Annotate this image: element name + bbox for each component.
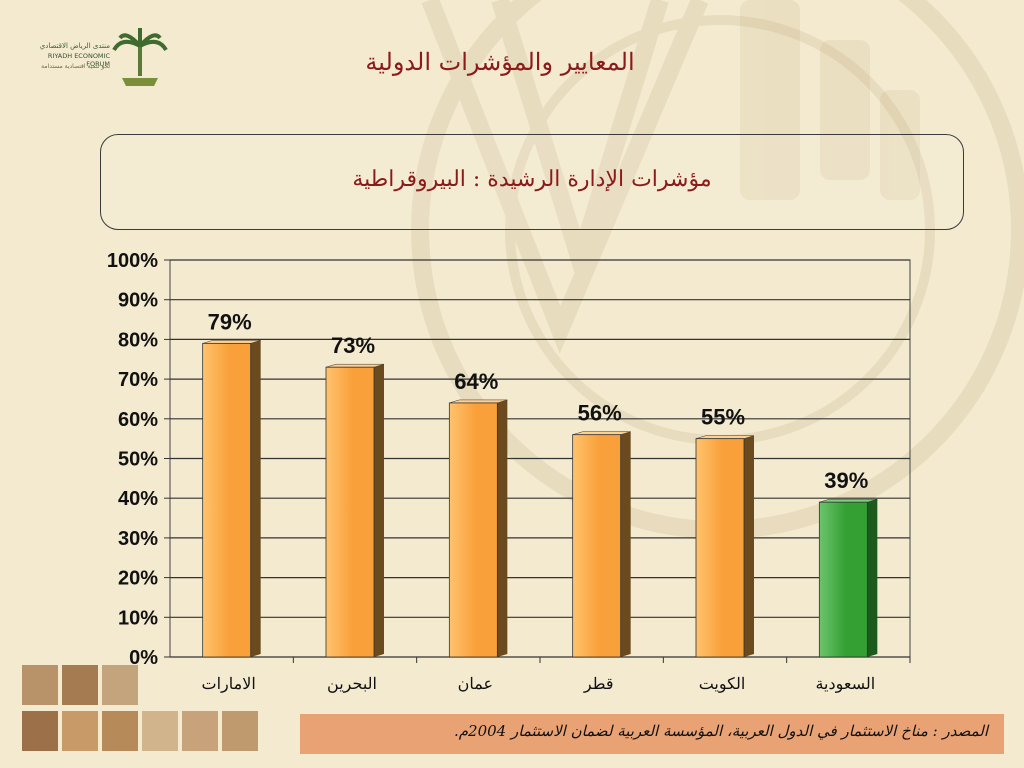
bar-side (867, 499, 878, 657)
thumbnail-image (22, 711, 58, 751)
source-bar: المصدر : مناخ الاستثمار في الدول العربية… (300, 714, 1004, 754)
y-tick-label: 70% (118, 369, 158, 391)
bar (695, 438, 745, 658)
x-tick-label: قطر (583, 676, 614, 693)
bar (325, 366, 375, 658)
thumbnail-image (142, 711, 178, 751)
thumbnail-image (62, 711, 98, 751)
data-label: 79% (208, 309, 252, 334)
y-tick-label: 60% (118, 409, 158, 431)
bar-top (202, 340, 261, 344)
y-tick-label: 0% (129, 647, 158, 669)
bar (572, 434, 622, 658)
thumbnail-image (62, 665, 98, 705)
bar-side (250, 340, 261, 657)
x-tick-label: الامارات (202, 676, 256, 693)
bar-top (819, 498, 878, 503)
thumbnail-image (102, 711, 138, 751)
bar-side (497, 399, 508, 657)
bar-top (695, 435, 755, 439)
thumbnail-image (222, 711, 258, 751)
bar-side (374, 364, 384, 657)
data-label: 73% (331, 333, 375, 358)
data-label: 55% (701, 405, 745, 430)
thumbnail-image (102, 665, 138, 705)
y-tick-label: 10% (118, 607, 158, 629)
logo-arabic-name: منتدى الرياض الاقتصادي (39, 42, 110, 50)
y-tick-label: 30% (118, 528, 158, 550)
x-tick-label: الكويت (699, 676, 746, 693)
y-tick-label: 90% (118, 290, 158, 312)
bar-side (744, 435, 754, 657)
thumbnail-image (182, 711, 218, 751)
bar-top (449, 399, 508, 404)
slide-title: المعايير والمؤشرات الدولية (365, 48, 635, 76)
data-label: 39% (824, 468, 868, 493)
subtitle-box: مؤشرات الإدارة الرشيدة : البيروقراطية (100, 134, 964, 230)
data-label: 56% (578, 401, 622, 426)
chart-subtitle: مؤشرات الإدارة الرشيدة : البيروقراطية (352, 167, 712, 192)
bar-top (572, 431, 631, 435)
data-label: 64% (454, 369, 498, 394)
thumbnail-strip (22, 665, 292, 761)
forum-logo: منتدى الرياض الاقتصادي RIYADH ECONOMIC F… (30, 28, 170, 88)
y-tick-label: 80% (118, 329, 158, 351)
y-tick-label: 100% (107, 250, 158, 272)
bar-side (620, 431, 631, 657)
y-tick-label: 20% (118, 568, 158, 590)
x-tick-label: البحرين (327, 676, 377, 693)
bar (448, 402, 498, 658)
x-tick-label: السعودية (815, 676, 875, 693)
source-note: المصدر : مناخ الاستثمار في الدول العربية… (453, 722, 988, 740)
bar-top (325, 363, 385, 368)
bar-chart: 0% 10% 20% 30% 40% 50% 60% 70% 80% 90% 100% 79% الام… (107, 250, 911, 693)
y-tick-label: 50% (118, 449, 158, 471)
x-tick-label: عمان (458, 676, 493, 693)
y-tick-label: 40% (118, 488, 158, 510)
palm-tree-icon (112, 28, 168, 86)
logo-english-name: RIYADH ECONOMIC FORUM (47, 52, 110, 68)
logo-tagline: نحو تنمية اقتصادية مستدامة (41, 63, 110, 70)
bar (818, 501, 868, 658)
thumbnail-image (22, 665, 58, 705)
bar (202, 342, 252, 658)
